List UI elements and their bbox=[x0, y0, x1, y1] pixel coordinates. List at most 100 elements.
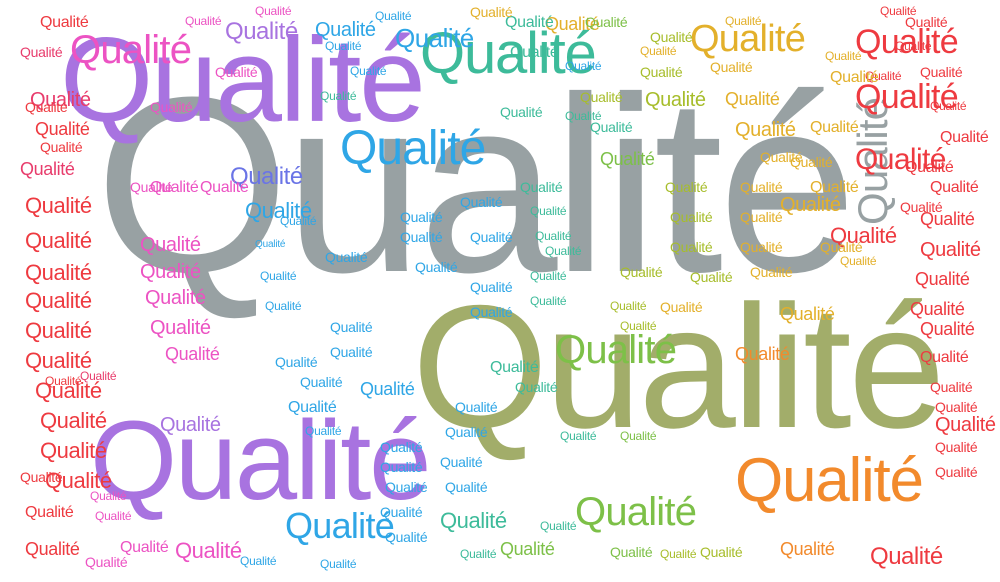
cloud-word: Qualité bbox=[935, 439, 978, 455]
cloud-word: Qualité bbox=[215, 64, 258, 80]
cloud-word: Qualité bbox=[590, 119, 633, 135]
cloud-word: Qualité bbox=[25, 228, 92, 253]
cloud-word: Qualité bbox=[555, 328, 677, 372]
cloud-word: Qualité bbox=[150, 99, 193, 115]
cloud-word: Qualité bbox=[920, 209, 975, 229]
cloud-word: Qualité bbox=[460, 194, 503, 210]
cloud-word: Qualité bbox=[855, 143, 946, 176]
cloud-word: Qualité bbox=[600, 149, 655, 169]
cloud-word: Qualité bbox=[780, 304, 835, 324]
cloud-word: Qualité bbox=[610, 544, 653, 560]
cloud-word: Qualité bbox=[40, 438, 107, 463]
cloud-word: Qualité bbox=[25, 99, 68, 115]
cloud-word: Qualité bbox=[60, 13, 426, 147]
cloud-word: Qualité bbox=[620, 319, 657, 333]
cloud-word: Qualité bbox=[320, 557, 357, 571]
cloud-word: Qualité bbox=[810, 179, 859, 196]
cloud-word: Qualité bbox=[80, 369, 117, 383]
cloud-word: Qualité bbox=[30, 89, 91, 111]
cloud-word: Qualité bbox=[415, 259, 458, 275]
cloud-word: Qualité bbox=[412, 270, 945, 465]
cloud-word: Qualité bbox=[325, 39, 362, 53]
cloud-word: Qualité bbox=[650, 29, 693, 45]
cloud-word: Qualité bbox=[150, 317, 211, 339]
cloud-word: Qualité bbox=[455, 399, 498, 415]
cloud-word: Qualité bbox=[660, 547, 697, 561]
cloud-word: Qualité bbox=[150, 179, 199, 196]
cloud-word: Qualité bbox=[560, 429, 597, 443]
cloud-word: Qualité bbox=[315, 19, 376, 41]
cloud-word: Qualité bbox=[930, 179, 979, 196]
cloud-word: Qualité bbox=[905, 159, 954, 176]
cloud-word: Qualité bbox=[40, 139, 83, 155]
cloud-word: Qualité bbox=[565, 59, 602, 73]
cloud-word: Qualité bbox=[200, 179, 249, 196]
cloud-word: Qualité bbox=[735, 446, 924, 515]
cloud-word: Qualité bbox=[700, 544, 743, 560]
cloud-word: Qualité bbox=[920, 64, 963, 80]
cloud-word: Qualité bbox=[740, 239, 783, 255]
cloud-word: Qualité bbox=[360, 379, 415, 399]
cloud-word: Qualité bbox=[400, 209, 443, 225]
cloud-word: Qualité bbox=[565, 109, 602, 123]
cloud-word: Qualité bbox=[25, 193, 92, 218]
cloud-word: Qualité bbox=[510, 44, 559, 61]
cloud-word: Qualité bbox=[240, 554, 277, 568]
cloud-word: Qualité bbox=[25, 318, 92, 343]
cloud-word: Qualité bbox=[265, 299, 302, 313]
cloud-word: Qualité bbox=[740, 179, 783, 195]
cloud-word: Qualité bbox=[535, 229, 572, 243]
cloud-word: Qualité bbox=[380, 439, 423, 455]
cloud-word: Qualité bbox=[905, 14, 948, 30]
cloud-word: Qualité bbox=[320, 89, 357, 103]
cloud-word: Qualité bbox=[35, 119, 90, 139]
cloud-word: Qualité bbox=[165, 344, 220, 364]
cloud-word: Qualité bbox=[895, 39, 932, 53]
cloud-word: Qualité bbox=[585, 14, 628, 30]
cloud-word: Qualité bbox=[620, 264, 663, 280]
cloud-word: Qualité bbox=[915, 269, 970, 289]
cloud-word: Qualité bbox=[725, 14, 762, 28]
cloud-word: Qualité bbox=[865, 69, 902, 83]
cloud-word: Qualité bbox=[920, 239, 981, 261]
cloud-word: Qualité bbox=[445, 424, 488, 440]
cloud-word: Qualité bbox=[580, 89, 623, 105]
cloud-word: Qualité bbox=[830, 223, 897, 248]
cloud-word: Qualité bbox=[690, 18, 806, 60]
cloud-word: Qualité bbox=[280, 214, 317, 228]
cloud-word: Qualité bbox=[340, 122, 486, 175]
cloud-word: Qualité bbox=[185, 14, 222, 28]
cloud-word: Qualité bbox=[735, 119, 796, 141]
cloud-word: Qualité bbox=[255, 239, 286, 250]
cloud-word: Qualité bbox=[825, 49, 862, 63]
cloud-word: Qualité bbox=[540, 519, 577, 533]
cloud-word: Qualité bbox=[740, 209, 783, 225]
cloud-word: Qualité bbox=[330, 319, 373, 335]
cloud-word: Qualité bbox=[440, 454, 483, 470]
cloud-word: Qualité bbox=[70, 28, 192, 72]
cloud-word: Qualité bbox=[120, 539, 169, 556]
cloud-word: Qualité bbox=[230, 163, 303, 190]
cloud-word: Qualité bbox=[395, 23, 474, 53]
cloud-word: Qualité bbox=[670, 239, 713, 255]
cloud-word: Qualité bbox=[25, 260, 92, 285]
cloud-word: Qualité bbox=[140, 261, 201, 283]
cloud-word: Qualité bbox=[830, 69, 879, 86]
cloud-word: Qualité bbox=[85, 554, 128, 570]
cloud-word: Qualité bbox=[640, 64, 683, 80]
cloud-word: Qualité bbox=[935, 399, 978, 415]
cloud-word: Qualité bbox=[440, 508, 507, 533]
cloud-word: Qualité bbox=[95, 509, 132, 523]
cloud-word: Qualité bbox=[855, 78, 959, 116]
cloud-word: Qualité bbox=[665, 179, 708, 195]
cloud-word: Qualité bbox=[25, 348, 92, 373]
cloud-word: Qualité bbox=[20, 469, 63, 485]
cloud-word: Qualité bbox=[470, 229, 513, 245]
cloud-word: Qualité bbox=[645, 89, 706, 111]
cloud-word: Qualité bbox=[530, 204, 567, 218]
cloud-word: Qualité bbox=[545, 14, 600, 34]
cloud-word: Qualité bbox=[735, 344, 790, 364]
cloud-word: Qualité bbox=[710, 59, 753, 75]
cloud-word: Qualité bbox=[640, 44, 677, 58]
cloud-word: Qualité bbox=[760, 149, 803, 165]
